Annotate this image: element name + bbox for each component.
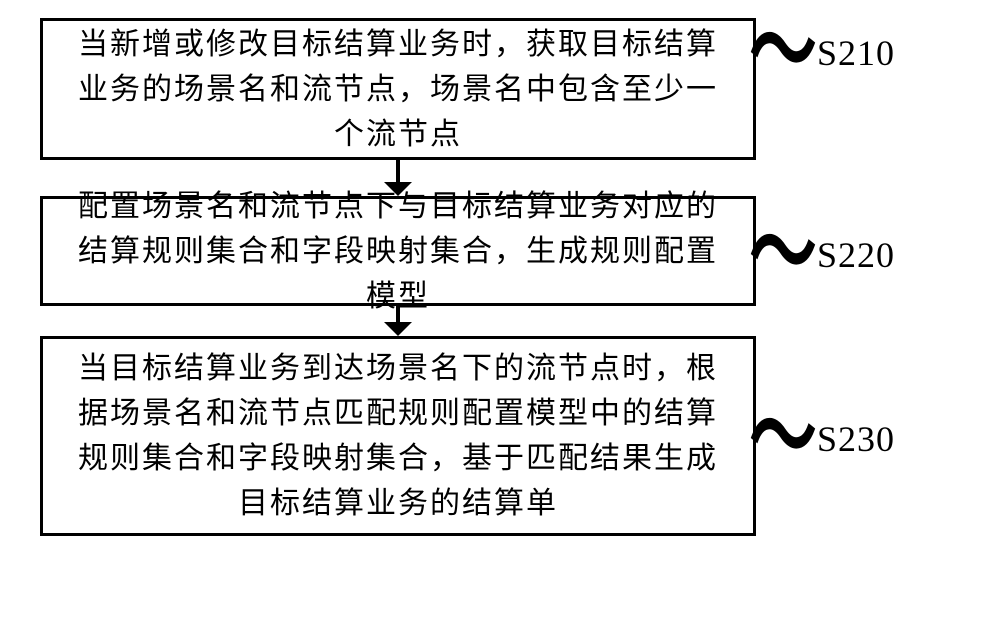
arrow-line-icon	[396, 160, 400, 184]
connector-tilde-icon: 〜	[749, 389, 816, 490]
flowchart-container: 当新增或修改目标结算业务时，获取目标结算业务的场景名和流节点，场景名中包含至少一…	[40, 18, 960, 536]
flow-node-n3: 当目标结算业务到达场景名下的流节点时，根据场景名和流节点匹配规则配置模型中的结算…	[40, 336, 756, 536]
connector-tilde-icon: 〜	[749, 3, 816, 104]
flow-node-n1: 当新增或修改目标结算业务时，获取目标结算业务的场景名和流节点，场景名中包含至少一…	[40, 18, 756, 160]
step-label-wrap: 〜S210	[755, 25, 895, 81]
connector-tilde-icon: 〜	[749, 205, 816, 306]
flow-node-text: 当新增或修改目标结算业务时，获取目标结算业务的场景名和流节点，场景名中包含至少一…	[63, 22, 733, 157]
step-label: S230	[817, 412, 895, 466]
flow-node-text: 当目标结算业务到达场景名下的流节点时，根据场景名和流节点匹配规则配置模型中的结算…	[63, 346, 733, 526]
arrow-head-icon	[384, 322, 412, 336]
step-label-wrap: 〜S220	[755, 227, 895, 283]
step-label: S210	[817, 26, 895, 80]
flow-arrow	[40, 306, 756, 336]
step-label: S220	[817, 228, 895, 282]
flow-node-n2: 配置场景名和流节点下与目标结算业务对应的结算规则集合和字段映射集合，生成规则配置…	[40, 196, 756, 306]
step-label-wrap: 〜S230	[755, 411, 895, 467]
flow-node-text: 配置场景名和流节点下与目标结算业务对应的结算规则集合和字段映射集合，生成规则配置…	[63, 184, 733, 319]
